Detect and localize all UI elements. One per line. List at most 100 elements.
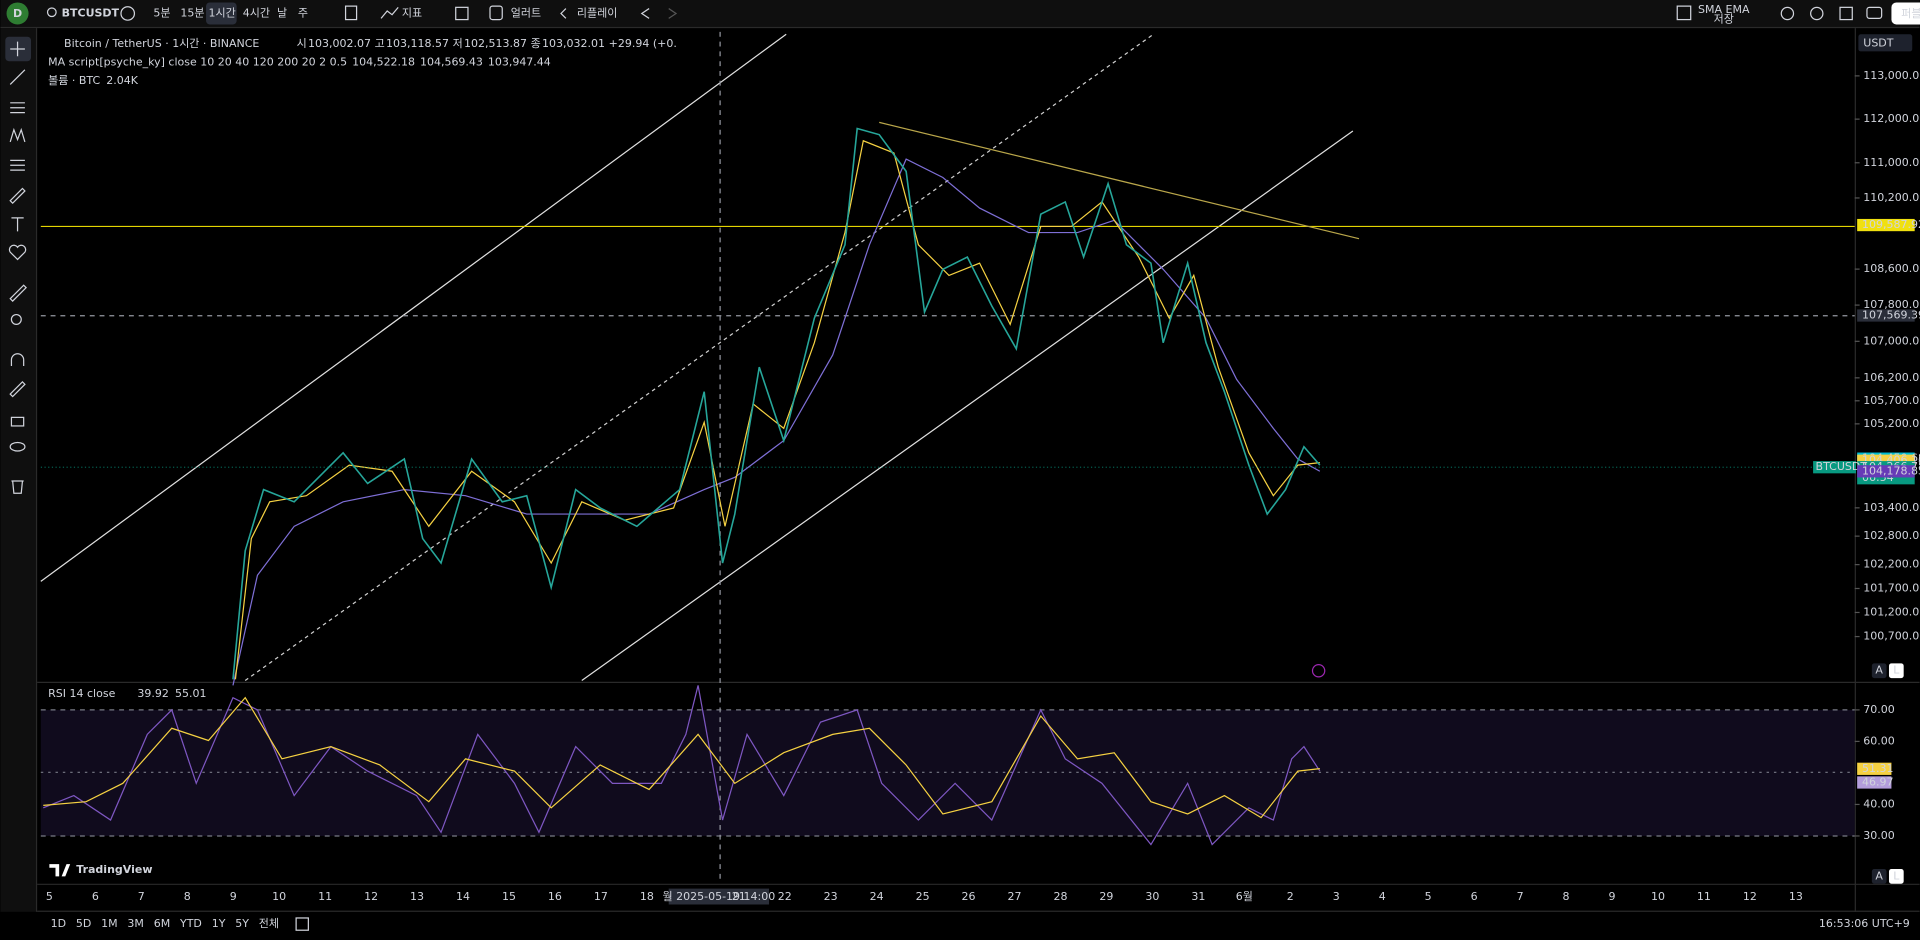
time-tick-label: 9	[230, 890, 237, 903]
fib-tool[interactable]	[10, 102, 25, 114]
symbol-tag	[1813, 461, 1856, 474]
price-path	[232, 127, 1321, 680]
time-tick-label: 5	[46, 890, 53, 903]
stay-drawing[interactable]	[9, 381, 26, 398]
range-button[interactable]: 전체	[259, 917, 279, 930]
time-tick-label: 9	[1609, 890, 1616, 903]
channel-lower[interactable]	[581, 130, 1354, 682]
forecast-tool[interactable]	[10, 159, 25, 171]
indicators[interactable]: 지표	[402, 6, 422, 19]
interval[interactable]: 1시간	[208, 6, 235, 19]
range-button[interactable]: 6M	[154, 917, 170, 930]
price-tick-label: 113,000.00	[1863, 69, 1920, 82]
active-interval-bg	[206, 2, 237, 25]
time-tick-label: 14	[456, 890, 470, 903]
fullscreen[interactable]	[1839, 6, 1853, 21]
search-quick[interactable]	[1780, 6, 1795, 21]
descending-trendline[interactable]	[879, 121, 1360, 240]
legend-title: Bitcoin / TetherUS · 1시간 · BINANCE	[64, 37, 259, 50]
template-sub: 저장	[1714, 13, 1734, 26]
text-tool[interactable]	[11, 217, 24, 232]
interval[interactable]: 5분	[153, 6, 170, 19]
time-tick-label: 30	[1145, 890, 1159, 903]
scale-button-label: L	[1893, 664, 1900, 677]
interval[interactable]: 주	[298, 6, 308, 19]
price-tick-label: 107,000.00	[1863, 334, 1920, 347]
price-tick-label: 112,000.00	[1863, 112, 1920, 125]
time-tick-label: 15	[502, 890, 516, 903]
interval[interactable]: 날	[277, 6, 287, 19]
cursor-tool[interactable]	[10, 41, 25, 57]
symbol[interactable]: BTCUSDT	[62, 6, 120, 19]
publish[interactable]: 퍼블	[1901, 7, 1920, 20]
range-button[interactable]: 1M	[101, 917, 118, 930]
time-tick-label: 6	[92, 890, 99, 903]
price-tag-label: 109,587.92	[1862, 218, 1920, 231]
rsi-tick-label: 40.00	[1863, 797, 1895, 810]
publish-button[interactable]	[1891, 2, 1920, 25]
lock-tool[interactable]	[10, 416, 25, 427]
scale-button[interactable]	[1871, 663, 1887, 679]
price-tick-label: 103,400.00	[1863, 501, 1920, 514]
measure-tool[interactable]	[9, 284, 27, 302]
volume-value: 2.04K	[106, 74, 138, 87]
rsi-tick-label: 70.00	[1863, 703, 1895, 716]
alert-icon[interactable]	[489, 5, 503, 21]
time-tick-label: 25	[916, 890, 930, 903]
range-button[interactable]: 1Y	[212, 917, 226, 930]
snapshot[interactable]	[1866, 6, 1883, 19]
template[interactable]: SMA EMA	[1698, 3, 1750, 16]
settings[interactable]	[1810, 6, 1824, 21]
undo[interactable]	[640, 8, 650, 19]
avatar[interactable]	[6, 2, 29, 25]
indicator-icon[interactable]	[380, 6, 399, 19]
price-tag-label: 107,569.39	[1862, 309, 1920, 322]
range-button[interactable]: 5Y	[235, 917, 249, 930]
interval[interactable]: 15분	[180, 6, 204, 19]
range-button[interactable]: 3M	[127, 917, 143, 930]
price-tick-label: 105,200.00	[1863, 417, 1920, 430]
brush-tool[interactable]	[9, 187, 26, 205]
range-button[interactable]: 1D	[51, 917, 66, 930]
layout-icon[interactable]	[455, 6, 469, 21]
range-button[interactable]: 5D	[76, 917, 91, 930]
magnet-tool[interactable]	[10, 353, 25, 366]
scale-button[interactable]	[1888, 663, 1904, 679]
price-tag	[1857, 218, 1915, 232]
alert[interactable]: 얼러트	[511, 5, 541, 19]
candle-type-icon[interactable]	[344, 5, 358, 21]
time-tick-label: 4	[1379, 890, 1386, 903]
price-tag	[1857, 465, 1915, 478]
scale-button-label: A	[1875, 664, 1883, 677]
channel-upper[interactable]	[40, 33, 787, 582]
currency-box[interactable]	[1858, 34, 1913, 52]
ma-value: 104,569.43	[420, 55, 483, 68]
range-button[interactable]: YTD	[179, 917, 202, 930]
channel-middle[interactable]	[244, 33, 1154, 682]
logo-mark	[49, 864, 71, 877]
hide-tool[interactable]	[9, 441, 26, 452]
scale-button[interactable]	[1888, 869, 1904, 884]
pattern-tool[interactable]	[9, 127, 26, 143]
date-range-icon[interactable]	[295, 917, 309, 931]
interval[interactable]: 4시간	[243, 6, 270, 19]
time-tick-label: 28	[1053, 890, 1067, 903]
replay[interactable]: 리플레이	[577, 6, 617, 19]
time-tick-label: 12	[364, 890, 378, 903]
rsi-ma	[43, 696, 1320, 819]
delete-tool[interactable]	[11, 480, 24, 494]
zoom-tool[interactable]	[10, 313, 22, 325]
scale-button[interactable]	[1871, 869, 1887, 884]
redo[interactable]	[668, 8, 678, 19]
add-symbol[interactable]	[120, 6, 136, 21]
top-bar	[0, 0, 1920, 27]
replay-icon[interactable]	[560, 8, 567, 19]
layout-toggle[interactable]	[1676, 5, 1692, 21]
volume-name: 볼륨 · BTC	[48, 74, 100, 87]
search-icon[interactable]	[46, 7, 57, 18]
icon-tool[interactable]	[8, 244, 27, 261]
rsi-value: 39.92	[137, 687, 169, 700]
trendline-tool[interactable]	[9, 69, 26, 85]
lightning-marker[interactable]	[1311, 663, 1326, 678]
